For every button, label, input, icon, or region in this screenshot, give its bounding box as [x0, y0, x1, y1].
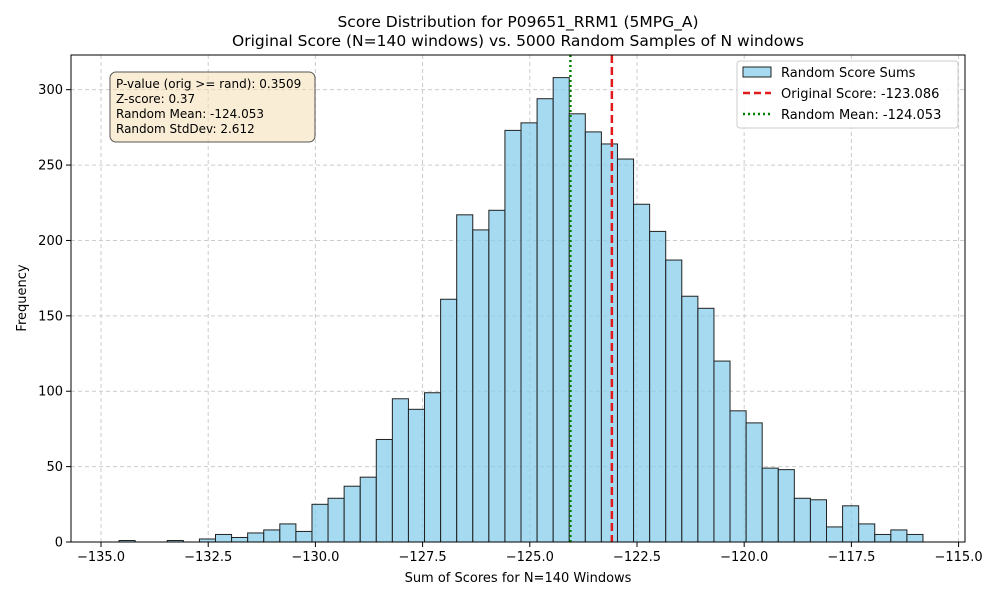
histogram-bar-36: [697, 307, 715, 543]
histogram-bar-30: [600, 143, 618, 543]
histogram-bar-41: [777, 469, 795, 543]
histogram-bar-7: [231, 536, 249, 543]
y-tick-label-3: 150: [38, 309, 63, 324]
histogram-bar-27: [552, 77, 570, 543]
histogram-bar-11: [295, 530, 313, 543]
histogram-bar-25: [520, 122, 538, 543]
y-tick-label-4: 200: [38, 234, 63, 249]
histogram-bar-44: [826, 526, 844, 543]
histogram-bar-22: [472, 229, 490, 543]
legend-frame: [736, 60, 959, 129]
x-tick-label-3: −127.5: [399, 550, 447, 565]
x-tick-label-1: −132.5: [184, 550, 232, 565]
histogram-bar-17: [391, 398, 409, 543]
y-tick-label-1: 50: [46, 460, 63, 475]
legend-swatch-random: [742, 66, 772, 78]
y-tick-label-2: 100: [38, 385, 63, 400]
x-tick-label-2: −130.0: [291, 550, 339, 565]
plot-frame: [70, 54, 966, 543]
chart-title: Score Distribution for P09651_RRM1 (5MPG…: [337, 13, 698, 32]
histogram-bar-34: [665, 259, 683, 543]
x-axis-label: Sum of Scores for N=140 Windows: [405, 571, 632, 586]
histogram-bar-14: [343, 485, 361, 543]
histogram-bar-38: [729, 410, 747, 543]
histogram-bar-46: [858, 523, 876, 543]
histogram-bar-15: [359, 476, 377, 543]
x-tick-label-8: −115.0: [935, 550, 983, 565]
legend-entry-original: Original Score: -123.086: [781, 87, 939, 102]
legend-entry-mean: Random Mean: -124.053: [781, 108, 941, 123]
y-axis-ticks: 0 50 100 150 200 250 300: [38, 83, 71, 551]
legend-entry-random: Random Score Sums: [781, 66, 916, 81]
stats-random-stddev: Random StdDev: 2.612: [116, 122, 255, 136]
histogram-bar-10: [279, 523, 297, 543]
histogram-bar-45: [842, 505, 860, 543]
y-tick-label-0: 0: [55, 536, 63, 551]
histogram-bars: [118, 77, 924, 543]
x-axis-ticks: −135.0 −132.5 −130.0 −127.5 −125.0 −122.5 −120…: [77, 542, 983, 565]
histogram-bar-29: [584, 131, 602, 543]
histogram-bar-39: [745, 422, 763, 543]
x-tick-label-6: −120.0: [720, 550, 768, 565]
y-tick-label-5: 250: [38, 159, 63, 174]
stats-zscore: Z-score: 0.37: [116, 92, 195, 106]
x-tick-label-0: −135.0: [77, 550, 125, 565]
histogram-bar-20: [440, 298, 458, 543]
histogram-bar-21: [456, 214, 474, 543]
stats-random-mean: Random Mean: -124.053: [116, 107, 264, 121]
histogram-bar-19: [424, 392, 442, 543]
x-tick-label-4: −125.0: [506, 550, 554, 565]
histogram-bar-37: [713, 360, 731, 543]
histogram-bar-13: [327, 497, 345, 543]
histogram-bar-24: [504, 129, 522, 543]
x-tick-label-7: −117.5: [827, 550, 875, 565]
histogram-bar-9: [263, 529, 281, 543]
histogram-bar-12: [311, 503, 329, 543]
histogram-bar-48: [890, 529, 908, 543]
histogram-bar-43: [809, 499, 828, 543]
histogram-bar-42: [793, 497, 811, 543]
stats-pvalue: P-value (orig >= rand): 0.3509: [116, 77, 301, 91]
histogram-bar-28: [568, 113, 586, 543]
histogram-bar-8: [247, 532, 265, 543]
stats-box-background: [109, 71, 316, 143]
histogram-bar-33: [649, 230, 667, 543]
y-tick-label-6: 300: [38, 83, 63, 98]
histogram-bar-6: [214, 533, 233, 543]
histogram-bar-16: [375, 438, 393, 543]
histogram-bar-40: [761, 467, 779, 543]
x-tick-label-5: −122.5: [613, 550, 661, 565]
histogram-bar-31: [616, 158, 635, 543]
histogram-bar-26: [536, 98, 554, 543]
histogram-bar-35: [681, 295, 699, 543]
histogram-bar-32: [633, 203, 651, 543]
histogram-bar-23: [488, 209, 506, 543]
chart-subtitle: Original Score (N=140 windows) vs. 5000 …: [232, 32, 804, 50]
y-axis-label: Frequency: [15, 264, 30, 331]
legend: Random Score Sums Original Score: -123.0…: [736, 60, 959, 129]
histogram-bar-47: [874, 533, 892, 543]
stats-box: P-value (orig >= rand): 0.3509 Z-score: …: [109, 71, 316, 143]
histogram-bar-49: [906, 533, 924, 543]
histogram-bar-18: [407, 408, 426, 543]
